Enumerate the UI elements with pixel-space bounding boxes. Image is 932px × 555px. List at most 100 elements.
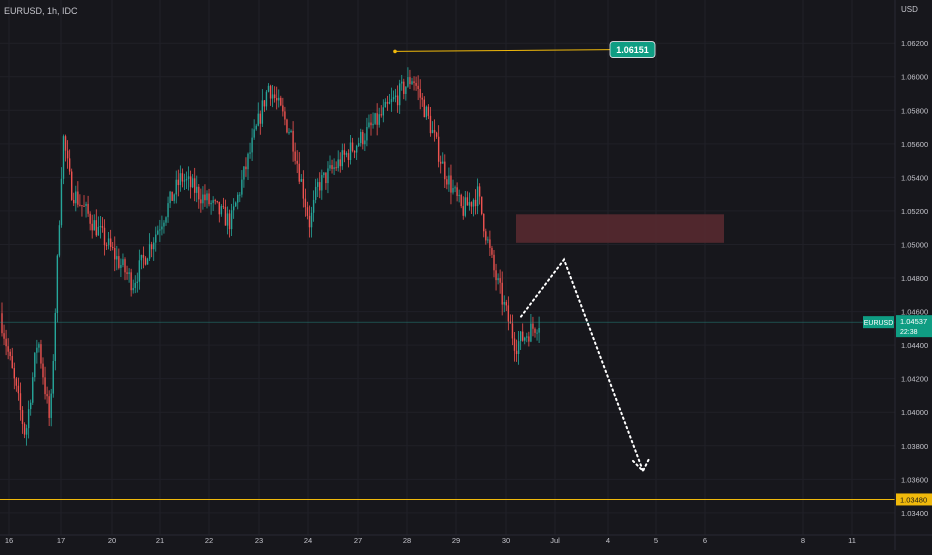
candle-body xyxy=(419,88,421,98)
candle-body xyxy=(216,200,218,202)
candle-body xyxy=(358,143,360,146)
candle-body xyxy=(522,331,524,341)
candle-body xyxy=(497,278,499,281)
candle-body xyxy=(255,125,257,130)
candle-body xyxy=(175,179,177,195)
candle-body xyxy=(237,194,239,203)
candle-body xyxy=(472,199,475,207)
candle-body xyxy=(431,130,434,134)
candle-body xyxy=(452,188,454,193)
candle-body xyxy=(470,202,473,207)
candle-body xyxy=(362,132,364,145)
candle-body xyxy=(161,226,163,230)
candle-body xyxy=(530,323,532,342)
candle-body xyxy=(507,305,510,322)
candle-body xyxy=(38,344,40,348)
candle-body xyxy=(66,150,69,159)
candle-body xyxy=(384,101,387,108)
candle-body xyxy=(450,175,452,193)
x-tick-label: 6 xyxy=(703,536,707,545)
candle-body xyxy=(15,378,18,386)
candle-body xyxy=(511,323,514,339)
candle-body xyxy=(425,106,428,118)
candle-body xyxy=(532,323,534,329)
resistance-zone xyxy=(516,214,724,243)
candle-body xyxy=(228,213,231,230)
symbol-tag xyxy=(863,316,894,329)
candle-body xyxy=(222,206,225,208)
candle-body xyxy=(17,385,20,394)
x-tick-label: Jul xyxy=(550,536,560,545)
candle-body xyxy=(306,207,309,216)
candle-body xyxy=(21,410,24,425)
candle-body xyxy=(157,230,159,235)
candle-body xyxy=(476,186,479,207)
candle-body xyxy=(353,150,356,153)
candle-body xyxy=(534,328,536,333)
candle-body xyxy=(386,101,389,104)
candle-body xyxy=(50,393,52,418)
candle-body xyxy=(407,77,409,87)
y-tick-label: 1.05400 xyxy=(901,173,928,182)
grid xyxy=(0,0,895,535)
candle-body xyxy=(220,206,223,215)
candle-body xyxy=(212,200,214,203)
candle-body xyxy=(294,151,296,161)
candle-body xyxy=(366,127,368,141)
candle-body xyxy=(440,161,442,164)
candle-body xyxy=(112,246,114,249)
x-tick-label: 4 xyxy=(606,536,610,545)
candle-body xyxy=(278,97,280,101)
candle-body xyxy=(374,113,376,124)
candle-body xyxy=(128,272,130,274)
candle-body xyxy=(515,350,518,354)
candle-body xyxy=(230,210,233,230)
candle-body xyxy=(433,130,436,133)
candle-body xyxy=(124,259,126,273)
candles xyxy=(1,67,540,446)
candle-body xyxy=(5,338,7,347)
candle-body xyxy=(290,130,292,133)
candle-body xyxy=(245,166,247,170)
overlays: 1.06151 EURUSD 1.04537 22:38 1.03480 xyxy=(0,41,932,506)
candle-body xyxy=(97,226,100,236)
candle-body xyxy=(247,153,249,170)
candle-body xyxy=(136,281,138,283)
candle-body xyxy=(390,99,393,103)
candle-body xyxy=(54,312,56,362)
candle-body xyxy=(214,200,216,202)
candle-body xyxy=(411,81,413,85)
candle-body xyxy=(204,194,206,201)
candle-body xyxy=(296,160,298,164)
candle-body xyxy=(187,176,190,179)
candle-body xyxy=(360,132,362,144)
candle-body xyxy=(396,95,399,106)
candle-body xyxy=(259,113,261,124)
x-tick-label: 8 xyxy=(801,536,805,545)
candle-body xyxy=(444,161,446,180)
candle-body xyxy=(317,182,319,187)
candle-body xyxy=(235,202,237,207)
candle-body xyxy=(442,161,444,164)
candle-body xyxy=(95,220,97,236)
candle-body xyxy=(380,114,382,116)
candle-body xyxy=(394,95,397,98)
candle-body xyxy=(202,194,204,204)
candle-body xyxy=(376,113,378,125)
candle-body xyxy=(126,272,128,274)
candle-body xyxy=(249,152,251,154)
candle-body xyxy=(198,186,200,200)
candle-body xyxy=(399,83,401,106)
candle-body xyxy=(370,122,372,126)
candle-body xyxy=(19,393,22,411)
candle-body xyxy=(292,130,294,152)
candle-body xyxy=(118,256,120,268)
candle-body xyxy=(165,217,167,223)
candle-body xyxy=(177,179,179,186)
candle-body xyxy=(87,203,89,214)
y-tick-label: 1.04400 xyxy=(901,341,928,350)
candle-body xyxy=(417,85,419,89)
